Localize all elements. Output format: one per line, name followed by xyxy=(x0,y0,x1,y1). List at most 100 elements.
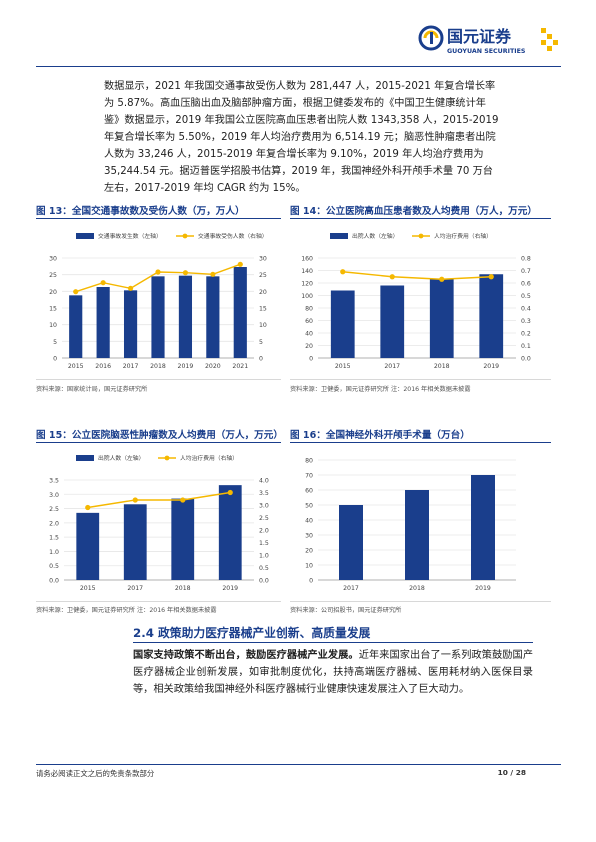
line-point xyxy=(340,269,346,275)
y-left-tick-label: 10 xyxy=(49,322,57,329)
y-right-tick-label: 0.1 xyxy=(521,343,531,350)
y-left-tick-label: 20 xyxy=(305,343,313,350)
y-left-tick-label: 0 xyxy=(309,578,313,585)
bar xyxy=(123,504,147,580)
line-point xyxy=(127,285,134,291)
figure-16-title-rule xyxy=(290,442,551,443)
intro-line: 数据显示，2021 年我国交通事故受伤人数为 281,447 人，2015-20… xyxy=(104,81,496,92)
y-right-tick-label: 2.5 xyxy=(259,515,269,522)
bar xyxy=(339,505,363,580)
intro-line: 为 5.87%。高血压脑出血及脑部肿瘤方面，根据卫健委发布的《中国卫生健康统计年 xyxy=(104,98,486,109)
legend-point-swatch xyxy=(164,455,170,461)
legend-label: 出院人数（左轴） xyxy=(98,454,144,462)
legend-label: 出院人数（左轴） xyxy=(352,232,398,240)
y-right-tick-label: 4.0 xyxy=(259,478,269,485)
section-title: 2.4 政策助力医疗器械产业创新、高质量发展 xyxy=(133,626,371,640)
line-point xyxy=(488,274,494,280)
x-tick-label: 2019 xyxy=(222,585,238,592)
section-text: 近年来国家出台了一系列政策鼓励国产医疗器械企业创新发展，如审批制度优化，扶持高端… xyxy=(133,650,534,695)
line-point xyxy=(439,276,445,282)
y-left-tick-label: 30 xyxy=(305,533,313,540)
line-point xyxy=(85,504,91,511)
section-lead: 国家支持政策不断出台，鼓励医疗器械产业发展。 xyxy=(133,650,359,661)
x-tick-label: 2017 xyxy=(343,585,359,592)
line-point xyxy=(237,261,243,267)
y-right-tick-label: 0.8 xyxy=(521,256,531,263)
x-tick-label: 2018 xyxy=(409,585,425,592)
x-tick-label: 2018 xyxy=(150,363,166,370)
x-tick-label: 2015 xyxy=(80,585,96,592)
y-right-tick-label: 0.5 xyxy=(259,565,269,572)
series-line xyxy=(342,271,492,280)
y-left-tick-label: 0.0 xyxy=(49,578,59,585)
intro-line: 年复合增长率为 5.50%，2019 年人均治疗费用为 6,514.19 元；脑… xyxy=(104,132,496,143)
y-left-tick-label: 40 xyxy=(305,518,313,525)
y-right-tick-label: 0.0 xyxy=(259,578,269,585)
x-tick-label: 2015 xyxy=(335,363,351,370)
figure-14-source-rule xyxy=(290,379,551,380)
y-right-tick-label: 1.5 xyxy=(259,540,269,547)
figure-14-title-rule xyxy=(290,218,551,219)
figure-15-source: 资料来源：卫健委，国元证券研究所 注：2016 年相关数据未披露 xyxy=(36,607,217,614)
y-left-tick-label: 60 xyxy=(305,488,313,495)
bar xyxy=(218,485,242,580)
y-left-tick-label: 30 xyxy=(49,256,57,263)
y-right-tick-label: 3.5 xyxy=(259,490,269,497)
x-tick-label: 2017 xyxy=(123,363,139,370)
figure-15-title-rule xyxy=(36,442,281,443)
x-tick-label: 2019 xyxy=(178,363,194,370)
y-left-tick-label: 1.5 xyxy=(49,535,59,542)
bar xyxy=(76,512,100,580)
bar xyxy=(123,290,138,358)
bar xyxy=(171,498,195,580)
y-right-tick-label: 3.0 xyxy=(259,503,269,510)
y-left-tick-label: 0.5 xyxy=(49,563,59,570)
y-left-tick-label: 15 xyxy=(49,306,57,313)
y-left-tick-label: 20 xyxy=(49,289,57,296)
y-right-tick-label: 10 xyxy=(259,322,267,329)
y-left-tick-label: 2.0 xyxy=(49,520,59,527)
legend-label: 交通事故受伤人数（右轴） xyxy=(198,232,268,240)
y-right-tick-label: 1.0 xyxy=(259,553,269,560)
figure-16-source: 资料来源：公司招股书，国元证券研究所 xyxy=(290,607,402,614)
x-tick-label: 2015 xyxy=(68,363,84,370)
line-point xyxy=(155,269,161,275)
legend-bar-swatch xyxy=(330,233,348,239)
y-left-tick-label: 3.5 xyxy=(49,478,59,485)
bar xyxy=(380,285,405,358)
y-left-tick-label: 3.0 xyxy=(49,492,59,499)
company-logo: 国元证券 GUOYUAN SECURITIES xyxy=(417,22,577,56)
y-left-tick-label: 10 xyxy=(305,563,313,570)
y-left-tick-label: 0 xyxy=(53,356,57,363)
y-left-tick-label: 120 xyxy=(301,281,313,288)
y-left-tick-label: 40 xyxy=(305,331,313,338)
x-tick-label: 2017 xyxy=(127,585,143,592)
x-tick-label: 2016 xyxy=(95,363,111,370)
y-right-tick-label: 25 xyxy=(259,272,267,279)
bar xyxy=(178,275,193,358)
bar xyxy=(151,276,165,358)
bar xyxy=(206,276,220,358)
legend-label: 人均治疗费用（右轴） xyxy=(180,454,238,462)
bar xyxy=(330,290,355,358)
y-right-tick-label: 0.3 xyxy=(521,318,531,325)
figure-16-chart: 0 10 20 30 40 50 60 70 80 2017 2018 2019 xyxy=(305,458,516,592)
line-point xyxy=(100,280,106,286)
intro-line: 35,244.54 元。据迈普医学招股书估算，2019 年，我国神经外科开颅手术… xyxy=(104,166,493,177)
x-tick-label: 2019 xyxy=(483,363,499,370)
y-left-tick-label: 160 xyxy=(301,256,313,263)
y-left-tick-label: 25 xyxy=(49,272,57,279)
figure-15-source-rule xyxy=(36,601,281,602)
y-left-tick-label: 140 xyxy=(301,268,313,275)
y-right-tick-label: 15 xyxy=(259,306,267,313)
page-number: 10 / 28 xyxy=(497,768,526,777)
bar xyxy=(96,287,110,358)
y-left-tick-label: 0 xyxy=(309,356,313,363)
legend-point-swatch xyxy=(418,233,424,239)
x-tick-label: 2020 xyxy=(205,363,221,370)
line-point xyxy=(389,274,395,280)
figure-13-title: 图 13：全国交通事故数及受伤人数（万，万人） xyxy=(36,206,245,217)
y-left-tick-label: 70 xyxy=(305,473,313,480)
figure-13-title-rule xyxy=(36,218,281,219)
figure-14-title: 图 14：公立医院高血压患者数及人均费用（万人，万元） xyxy=(290,206,537,217)
